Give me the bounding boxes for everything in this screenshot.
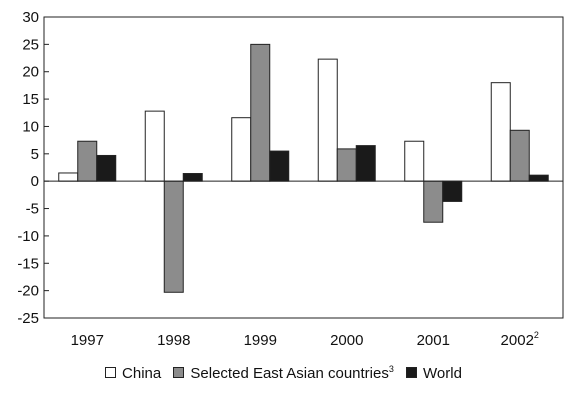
y-tick-label: 20: [22, 64, 39, 81]
bar-selected-east-asian-countries-2000: [336, 148, 357, 182]
plot-frame: [43, 16, 564, 319]
x-tick-label: 20022: [501, 330, 539, 349]
legend-swatch-world: [406, 367, 418, 378]
legend-swatch-east-asia: [173, 367, 185, 378]
x-tick-label: 2001: [417, 332, 450, 349]
bar-world-2000: [355, 145, 376, 182]
bar-china-1997: [58, 172, 79, 182]
legend-label-east-asia-superscript: 3: [388, 364, 394, 374]
x-tick-label: 1997: [71, 332, 104, 349]
bar-china-1998: [144, 110, 165, 182]
y-tick-label: -5: [26, 201, 39, 218]
legend: China Selected East Asian countries3 Wor…: [0, 364, 567, 382]
legend-item-world: World: [406, 365, 462, 382]
bar-selected-east-asian-countries-2002: [509, 129, 530, 182]
y-tick-label: 5: [31, 146, 39, 163]
bar-world-1997: [96, 154, 117, 182]
bar-world-1998: [182, 173, 203, 182]
x-tick-label: 1998: [157, 332, 190, 349]
bar-selected-east-asian-countries-1998: [163, 180, 184, 293]
bar-selected-east-asian-countries-1999: [250, 43, 271, 182]
x-tick-label-superscript: 2: [534, 330, 539, 340]
y-tick-label: -10: [17, 228, 39, 245]
x-tick-label: 2000: [330, 332, 363, 349]
bar-world-2001: [442, 180, 463, 202]
legend-label-world: World: [423, 365, 462, 382]
legend-item-china: China: [105, 365, 161, 382]
bar-world-1999: [269, 150, 290, 182]
bar-selected-east-asian-countries-2001: [423, 180, 444, 223]
y-tick-label: 10: [22, 118, 39, 135]
bar-world-2002: [528, 174, 549, 182]
legend-label-east-asia: Selected East Asian countries3: [190, 364, 394, 382]
y-tick-label: -20: [17, 283, 39, 300]
legend-item-east-asia: Selected East Asian countries3: [173, 364, 394, 382]
legend-label-china: China: [122, 365, 162, 382]
y-tick-label: 30: [22, 9, 39, 26]
y-tick-label: -15: [17, 255, 39, 272]
x-tick-label: 1999: [244, 332, 277, 349]
y-tick-label: 15: [22, 91, 39, 108]
y-tick-label: 25: [22, 36, 39, 53]
y-tick-label: 0: [31, 173, 39, 190]
legend-swatch-china: [105, 367, 117, 378]
bar-china-2001: [404, 140, 425, 182]
bar-china-2002: [490, 82, 511, 182]
bar-china-1999: [231, 117, 252, 182]
bar-china-2000: [317, 58, 338, 182]
legend-label-east-asia-text: Selected East Asian countries: [190, 365, 389, 382]
y-tick-label: -25: [17, 310, 39, 327]
bar-selected-east-asian-countries-1997: [77, 140, 98, 182]
